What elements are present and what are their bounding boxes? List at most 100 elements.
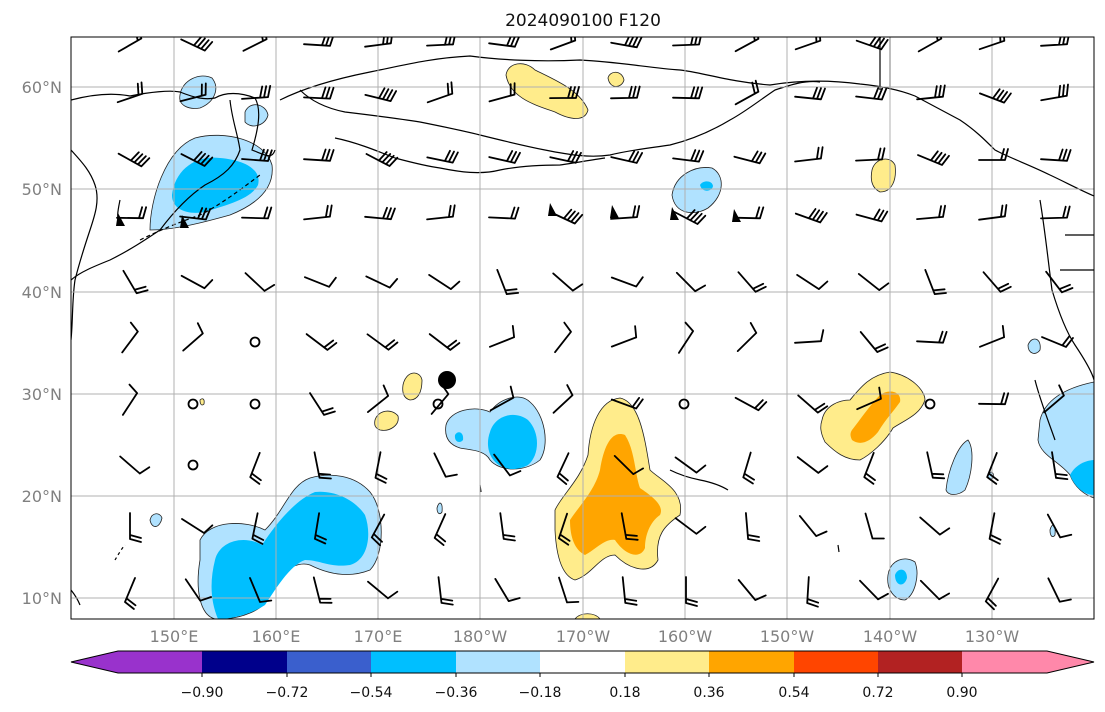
calm-wind-markers [187, 336, 936, 471]
wind-barb [366, 333, 399, 351]
wind-barb [685, 576, 698, 607]
wind-barb [313, 451, 332, 480]
wind-barb [314, 512, 327, 545]
colorbar-segment [118, 651, 202, 673]
colorbar-tick-label: 0.54 [778, 685, 809, 701]
wind-barb [489, 385, 515, 412]
wind-barb [249, 452, 262, 485]
wind-barb [610, 150, 643, 164]
lat-label: 20°N [22, 487, 62, 506]
wind-barb [988, 512, 1002, 545]
wind-barb-pennant [548, 203, 557, 216]
wind-barb [364, 206, 396, 221]
wind-barb [982, 271, 1012, 293]
lon-label: 180°W [453, 627, 508, 646]
wind-barb [924, 269, 947, 295]
colorbar-tick-label: −0.18 [519, 685, 562, 701]
wind-barb [919, 579, 950, 601]
wind-barb [365, 151, 399, 167]
wind-barb [303, 37, 334, 47]
colorbar-segment [794, 651, 878, 673]
wind-barb [1045, 270, 1074, 294]
wind-barb [734, 79, 760, 106]
wind-barb [370, 513, 386, 547]
wind-barb [733, 150, 767, 165]
wind-barb [978, 392, 1010, 406]
wind-barb [855, 87, 888, 101]
lon-label: 140°W [863, 627, 918, 646]
wind-barb [251, 512, 265, 545]
wind-barb [488, 37, 520, 48]
wind-barb [672, 86, 704, 100]
wind-barb [180, 151, 214, 167]
colorbar-segment [202, 651, 287, 673]
wind-barb [734, 396, 768, 412]
wind-barb [1043, 384, 1065, 414]
wind-barb [426, 37, 456, 47]
wind-barb [426, 81, 454, 104]
wind-barb [610, 85, 641, 100]
wind-barb [428, 274, 461, 290]
wind-barb [549, 150, 582, 164]
wind-barb [488, 150, 521, 164]
wind-barb [978, 37, 1006, 51]
colorbar-tick-label: 0.18 [609, 685, 640, 701]
lon-label: 150°W [760, 627, 815, 646]
wind-barb [549, 86, 580, 99]
wind-barb [859, 579, 889, 601]
colorbar-tick-label: 0.72 [862, 685, 893, 701]
wind-barb [122, 269, 149, 295]
colorbar-segment [371, 651, 456, 673]
wind-barb [428, 333, 461, 351]
wind-barb [365, 275, 399, 289]
wind-barb [916, 330, 948, 344]
map-title: 2024090100 F120 [505, 11, 661, 31]
wind-barb [794, 86, 826, 101]
wind-barb [794, 37, 822, 51]
map-frame [70, 36, 1095, 620]
wind-barb-pennant [116, 213, 125, 226]
wind-barb [737, 271, 767, 293]
longitude-labels: 150°E 160°E 170°E 180°W 170°W 160°W 150°… [150, 627, 1020, 646]
lon-label: 160°E [252, 627, 301, 646]
wind-barb [863, 452, 876, 485]
wind-barb [1041, 335, 1074, 348]
wind-barb [304, 276, 337, 288]
wind-barb [180, 274, 214, 290]
wind-barb [558, 576, 580, 604]
map-gridlines [71, 37, 1094, 619]
wind-barb [181, 518, 214, 534]
wind-barb [1040, 148, 1072, 162]
lon-label: 160°W [658, 627, 713, 646]
wind-barb [552, 272, 584, 292]
wind-barb [364, 87, 397, 102]
wind-barb [794, 146, 824, 163]
wind-barb [673, 209, 707, 225]
wind-barb-pennant [610, 205, 619, 218]
wind-barb [241, 206, 273, 220]
wind-barb [558, 512, 571, 546]
wind-barb-pennant [180, 215, 189, 228]
lon-label: 130°W [965, 627, 1020, 646]
wind-barb-pennant [670, 207, 679, 220]
wind-barb [244, 272, 276, 292]
colorbar-segment [456, 651, 540, 673]
wind-barb [926, 451, 946, 480]
wind-barb [734, 37, 760, 53]
colorbar-segment [709, 651, 794, 673]
wind-barb [1046, 513, 1073, 539]
wind-barb [496, 269, 519, 295]
wind-barb [249, 577, 273, 603]
wind-barb [979, 88, 1012, 104]
wind-barb [426, 204, 456, 221]
wind-barb [1047, 577, 1072, 603]
wind-barb [364, 37, 393, 48]
wind-barb [303, 204, 333, 221]
lon-label: 170°E [354, 627, 403, 646]
wind-barb [745, 512, 761, 542]
wind-barb [917, 150, 950, 166]
wind-barb [184, 578, 212, 602]
wind-barb [116, 206, 147, 220]
colorbar-segment [878, 651, 962, 673]
